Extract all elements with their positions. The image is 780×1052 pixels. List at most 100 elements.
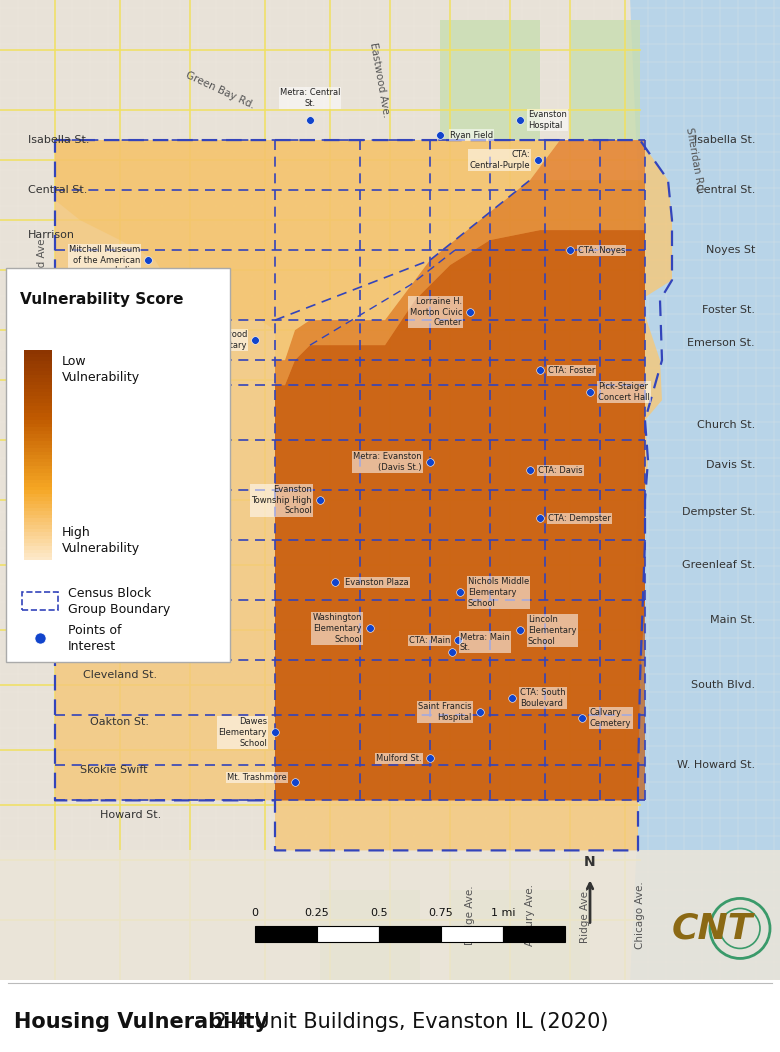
Bar	[24, 462, 52, 466]
Text: Golf Rd: Golf Rd	[28, 316, 69, 325]
Bar	[24, 353, 52, 358]
Text: Howard St.: Howard St.	[100, 810, 161, 821]
Text: 2-4 Unit Buildings, Evanston IL (2020): 2-4 Unit Buildings, Evanston IL (2020)	[207, 1012, 609, 1032]
Text: Dawes
Elementary
School: Dawes Elementary School	[218, 717, 267, 748]
Polygon shape	[570, 20, 640, 140]
Text: CTA: Davis: CTA: Davis	[538, 466, 583, 474]
Text: 0.75: 0.75	[429, 909, 453, 918]
Bar	[255, 927, 317, 943]
Bar	[24, 501, 52, 504]
Polygon shape	[30, 330, 110, 400]
Text: 0.5: 0.5	[370, 909, 388, 918]
Bar	[24, 535, 52, 540]
Text: Mt. Trashmore: Mt. Trashmore	[227, 773, 287, 783]
Bar	[24, 483, 52, 487]
Text: Dempster St.: Dempster St.	[28, 507, 101, 518]
Text: Oakton St.: Oakton St.	[90, 717, 149, 727]
Bar	[317, 927, 379, 943]
Text: South Blvd.: South Blvd.	[691, 681, 755, 690]
Bar	[379, 927, 441, 943]
Bar	[24, 396, 52, 399]
Text: Metra: Main
St.: Metra: Main St.	[460, 632, 510, 652]
Text: Isabella St.: Isabella St.	[693, 135, 755, 145]
Text: Main St.: Main St.	[710, 615, 755, 625]
Bar	[24, 469, 52, 472]
Text: Hurd Ave.: Hurd Ave.	[37, 235, 47, 285]
Polygon shape	[275, 140, 645, 801]
Text: Sheridan Rd.: Sheridan Rd.	[684, 126, 706, 194]
Bar	[24, 350, 52, 353]
Text: Cartwright
Park: Cartwright Park	[36, 322, 80, 342]
Text: CTA: South
Boulevard: CTA: South Boulevard	[520, 688, 566, 708]
Bar	[24, 424, 52, 427]
Text: Evanston
Hospital: Evanston Hospital	[528, 110, 567, 130]
Text: Pick-Staiger
Concert Hall: Pick-Staiger Concert Hall	[598, 382, 650, 402]
Text: Grant St.: Grant St.	[28, 276, 78, 285]
Text: Eastwood Ave.: Eastwood Ave.	[368, 42, 392, 118]
Bar	[24, 445, 52, 448]
Text: Church St.: Church St.	[28, 416, 87, 425]
Bar	[24, 361, 52, 364]
Text: Lake St.: Lake St.	[28, 460, 73, 470]
Bar	[24, 459, 52, 462]
Text: Lincolnwood
Elementary: Lincolnwood Elementary	[195, 330, 247, 350]
Text: Evanston
Township High
School: Evanston Township High School	[251, 485, 312, 515]
Text: W. Howard St.: W. Howard St.	[677, 761, 755, 770]
Bar	[24, 451, 52, 456]
Text: 0.25: 0.25	[305, 909, 329, 918]
Bar	[24, 504, 52, 508]
Bar	[24, 522, 52, 525]
Polygon shape	[55, 140, 672, 850]
Bar	[24, 399, 52, 403]
Text: Ryan Field: Ryan Field	[450, 130, 493, 140]
Text: Dodge Ave.: Dodge Ave.	[465, 886, 475, 946]
Text: N: N	[584, 855, 596, 869]
Text: Emerson St.: Emerson St.	[28, 353, 96, 363]
Bar	[24, 403, 52, 406]
Text: 0: 0	[251, 909, 258, 918]
Text: CTA: Foster: CTA: Foster	[548, 366, 595, 375]
Text: Greenleaf St.: Greenleaf St.	[28, 561, 101, 570]
Bar	[24, 472, 52, 477]
Bar	[24, 371, 52, 375]
Text: Noyes St: Noyes St	[706, 245, 755, 256]
Text: High
Vulnerability: High Vulnerability	[62, 526, 140, 555]
Text: Church St.: Church St.	[697, 420, 755, 430]
Text: Ridge Ave.: Ridge Ave.	[580, 888, 590, 944]
Bar	[24, 375, 52, 378]
Polygon shape	[55, 140, 645, 360]
Bar	[24, 448, 52, 451]
Text: Mitchell Museum
of the American
Indian: Mitchell Museum of the American Indian	[69, 245, 140, 276]
Text: Evanston Plaza: Evanston Plaza	[345, 578, 409, 587]
Bar	[24, 430, 52, 434]
Bar	[24, 392, 52, 396]
Bar	[24, 466, 52, 469]
Bar	[24, 511, 52, 514]
Text: Skokie Swift: Skokie Swift	[80, 766, 147, 775]
Text: Points of
Interest: Points of Interest	[68, 624, 122, 653]
Polygon shape	[0, 0, 780, 980]
Bar	[24, 364, 52, 368]
Polygon shape	[275, 180, 645, 385]
Text: Housing Vulnerability: Housing Vulnerability	[14, 1012, 268, 1032]
Bar	[24, 427, 52, 430]
Bar	[24, 367, 52, 371]
Bar	[24, 550, 52, 553]
Bar	[24, 525, 52, 529]
Bar	[24, 540, 52, 543]
Bar	[24, 456, 52, 459]
Text: Green Bay Rd.: Green Bay Rd.	[184, 69, 256, 110]
Polygon shape	[440, 20, 540, 140]
Text: 1 mi: 1 mi	[491, 909, 516, 918]
Text: Washington
Elementary
School: Washington Elementary School	[313, 613, 362, 644]
Bar	[24, 406, 52, 409]
Text: Calvary
Cemetery: Calvary Cemetery	[590, 708, 632, 728]
Polygon shape	[320, 890, 420, 980]
Bar	[24, 519, 52, 522]
Bar	[24, 388, 52, 392]
Bar	[24, 378, 52, 382]
Text: Saint Francis
Hospital: Saint Francis Hospital	[418, 703, 472, 723]
Text: CTA: Noyes: CTA: Noyes	[578, 245, 626, 255]
Bar	[24, 420, 52, 424]
Bar	[24, 382, 52, 385]
